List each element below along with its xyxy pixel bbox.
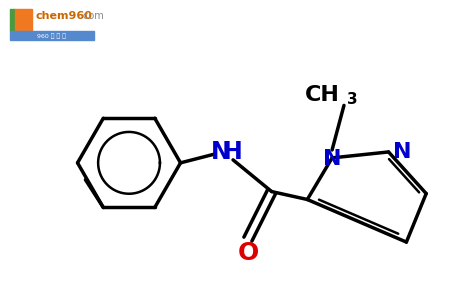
Bar <box>15 9 32 31</box>
Text: H: H <box>223 140 243 164</box>
Text: N: N <box>323 149 341 169</box>
Text: O: O <box>237 241 258 265</box>
Text: N: N <box>211 140 231 164</box>
Text: 960 化 工 网: 960 化 工 网 <box>37 33 66 39</box>
Text: CH: CH <box>305 86 340 105</box>
Bar <box>10 31 94 40</box>
Bar <box>10 9 15 31</box>
Text: 3: 3 <box>347 92 357 107</box>
Text: chem960: chem960 <box>36 11 93 21</box>
Text: .com: .com <box>80 11 103 21</box>
Text: N: N <box>392 142 411 162</box>
